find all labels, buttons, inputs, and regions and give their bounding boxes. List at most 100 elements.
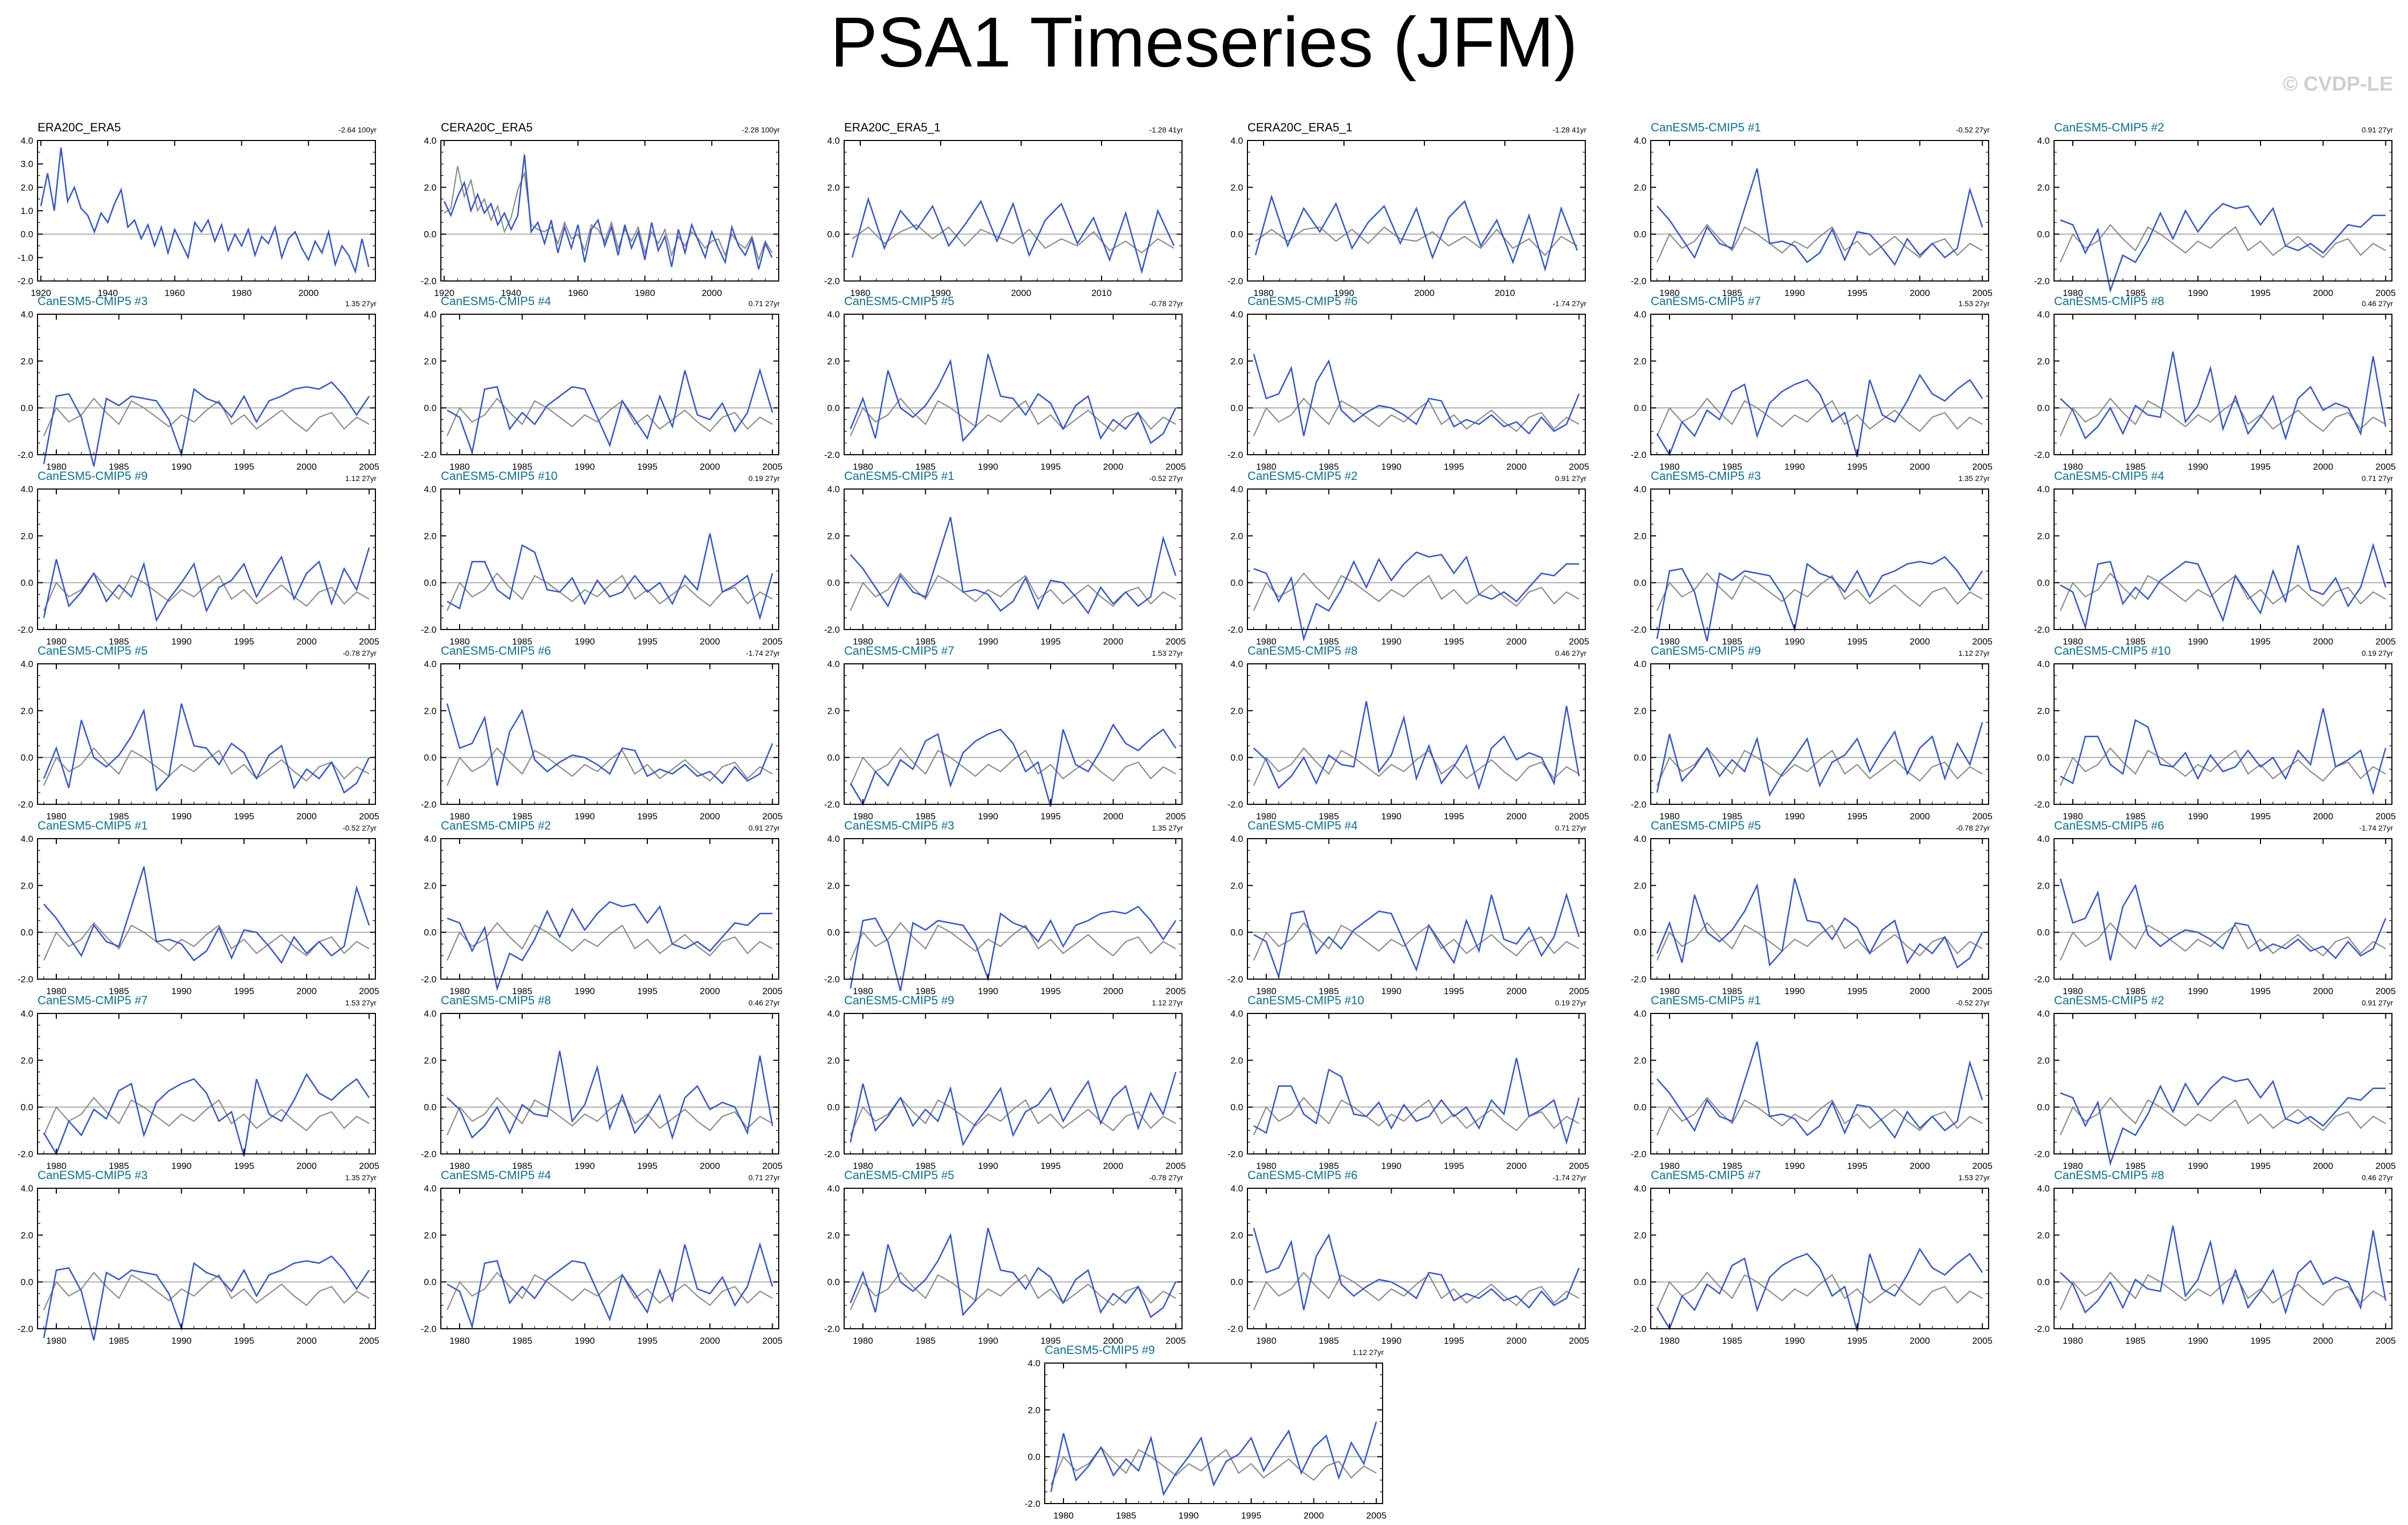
plot-frame [2054, 314, 2392, 455]
x-tick-label: 1985 [2125, 811, 2146, 821]
x-tick-label: 1995 [234, 811, 254, 821]
y-tick-label: -2.0 [1631, 276, 1646, 286]
model-series-line [1253, 353, 1580, 436]
model-series-line [2059, 1225, 2387, 1315]
model-series-line [2059, 351, 2387, 441]
x-tick-label: 2005 [1165, 986, 1186, 996]
panel-plot: -2.0 0.0 2.0 4.0 1980 1985 1990 1995 2000 2005 [421, 834, 783, 996]
x-tick-label: 1985 [109, 1161, 129, 1171]
x-tick-label: 1990 [978, 462, 998, 472]
model-series-line [850, 353, 1177, 445]
x-tick-label: 1990 [2188, 636, 2208, 647]
timeseries-panel: ERA20C_ERA5 -2.64 100yr -2.0 -1.0 0.0 1.0 2.0 3… [18, 119, 386, 302]
x-tick-label: 1980 [1659, 636, 1680, 647]
x-tick-label: 2005 [1972, 1161, 1992, 1171]
plot-frame [844, 838, 1183, 980]
panel-plot: -2.0 0.0 2.0 4.0 1980 1985 1990 1995 2000 2005 [1631, 484, 1993, 647]
observed-series-line [2059, 572, 2386, 611]
panel-title: CanESM5-CMIP5 #8 [2054, 294, 2165, 308]
x-tick-label: 1990 [1784, 288, 1805, 298]
panel-trend-label: 1.53 27yr [1151, 649, 1183, 657]
y-tick-label: 4.0 [827, 136, 840, 146]
x-tick-label: 2000 [1506, 636, 1527, 647]
x-tick-label: 1980 [1053, 1511, 1074, 1521]
x-tick-label: 2000 [1910, 288, 1930, 298]
y-tick-label: 4.0 [20, 484, 33, 494]
x-tick-label: 1985 [915, 1161, 936, 1171]
x-tick-label: 1985 [2125, 986, 2146, 996]
timeseries-panel: CanESM5-CMIP5 #8 0.46 27yr -2.0 0.0 2.0 4.0 19… [421, 992, 789, 1175]
panel-trend-label: -1.28 41yr [1552, 125, 1586, 134]
y-tick-label: -2.0 [1631, 450, 1646, 460]
x-tick-label: 2010 [1091, 288, 1112, 298]
x-tick-label: 1995 [1444, 462, 1464, 472]
panel-title: CanESM5-CMIP5 #3 [844, 819, 955, 832]
y-tick-label: 4.0 [827, 1009, 840, 1019]
x-tick-label: 1980 [2063, 288, 2083, 298]
y-tick-label: -2.0 [1228, 1324, 1243, 1334]
panel-trend-label: 1.35 27yr [345, 1173, 376, 1182]
model-series-line [43, 867, 370, 964]
y-tick-label: 2.0 [20, 1230, 33, 1240]
timeseries-panel: CanESM5-CMIP5 #8 0.46 27yr -2.0 0.0 2.0 4.0 19… [2034, 293, 2403, 476]
panel-title: CanESM5-CMIP5 #3 [38, 1168, 148, 1182]
panel-plot: -2.0 0.0 2.0 4.0 1980 1985 1990 1995 2000 2005 [2034, 1009, 2396, 1171]
panel-title: ERA20C_ERA5 [38, 121, 121, 134]
y-tick-label: 4.0 [20, 309, 33, 320]
timeseries-panel: CanESM5-CMIP5 #8 0.46 27yr -2.0 0.0 2.0 4.0 19… [2034, 1167, 2403, 1350]
y-tick-label: 0.0 [1230, 753, 1243, 763]
y-tick-label: 0.0 [827, 403, 840, 413]
y-tick-label: -2.0 [1228, 625, 1243, 635]
x-tick-label: 1995 [1040, 811, 1061, 821]
y-tick-label: -2.0 [1228, 974, 1243, 984]
y-tick-label: 4.0 [1230, 309, 1243, 320]
model-series-line [43, 703, 370, 794]
x-tick-label: 2005 [762, 1336, 782, 1346]
panel-title: CERA20C_ERA5_1 [1247, 121, 1353, 134]
y-tick-label: -2.0 [2034, 625, 2050, 635]
x-tick-label: 2000 [2313, 811, 2333, 821]
x-tick-label: 1985 [1722, 636, 1742, 647]
timeseries-panel: CanESM5-CMIP5 #2 0.91 27yr -2.0 0.0 2.0 4.0 19… [2034, 992, 2403, 1175]
panel-title: CanESM5-CMIP5 #4 [441, 1168, 551, 1182]
x-tick-label: 1980 [1256, 636, 1276, 647]
model-series-line [1050, 1421, 1377, 1496]
x-tick-label: 2005 [1972, 636, 1992, 647]
panel-plot: -2.0 0.0 2.0 4.0 1980 1985 1990 1995 2000 2005 [824, 659, 1186, 821]
model-series-line [446, 1050, 773, 1140]
y-tick-label: 2.0 [424, 182, 437, 193]
x-tick-label: 2005 [2375, 1161, 2396, 1171]
x-tick-label: 1980 [1659, 1161, 1680, 1171]
model-series-line [446, 703, 773, 786]
panel-plot: -2.0 0.0 2.0 4.0 1980 1985 1990 1995 2000 2005 [824, 1183, 1186, 1346]
x-tick-label: 2005 [2375, 462, 2396, 472]
y-tick-label: 0.0 [2037, 928, 2050, 938]
x-tick-label: 1990 [171, 811, 191, 821]
x-tick-label: 1995 [2250, 1161, 2271, 1171]
panel-plot: -2.0 0.0 2.0 4.0 1980 1985 1990 1995 2000 2005 [18, 659, 380, 821]
panel-trend-label: -2.28 100yr [742, 125, 780, 134]
model-series-line [43, 1255, 370, 1341]
x-tick-label: 2000 [1506, 462, 1527, 472]
plot-frame [440, 314, 779, 455]
observed-series-line [446, 572, 773, 611]
y-tick-label: 2.0 [1634, 1055, 1646, 1065]
y-tick-label: 0.0 [1634, 1102, 1646, 1113]
x-tick-label: 2005 [2375, 986, 2396, 996]
panel-trend-label: -1.74 27yr [2359, 824, 2393, 832]
y-tick-label: 2.0 [827, 1230, 840, 1240]
y-tick-label: -2.0 [421, 799, 437, 810]
x-tick-label: 2000 [700, 986, 720, 996]
timeseries-panel: CanESM5-CMIP5 #9 1.12 27yr -2.0 0.0 2.0 4.0 19… [824, 992, 1193, 1175]
x-tick-label: 1985 [2125, 288, 2146, 298]
x-tick-label: 1990 [978, 811, 998, 821]
y-tick-label: 2.0 [1634, 880, 1646, 891]
y-tick-label: 4.0 [2037, 136, 2050, 146]
panel-plot: -2.0 0.0 2.0 4.0 1980 1985 1990 1995 2000 2005 [2034, 309, 2396, 472]
observed-series-line [446, 747, 773, 786]
panel-title: CanESM5-CMIP5 #5 [844, 294, 955, 308]
plot-frame [1247, 140, 1586, 282]
y-tick-label: 0.0 [424, 403, 437, 413]
y-tick-label: 0.0 [1634, 230, 1646, 240]
plot-frame [844, 1188, 1183, 1329]
